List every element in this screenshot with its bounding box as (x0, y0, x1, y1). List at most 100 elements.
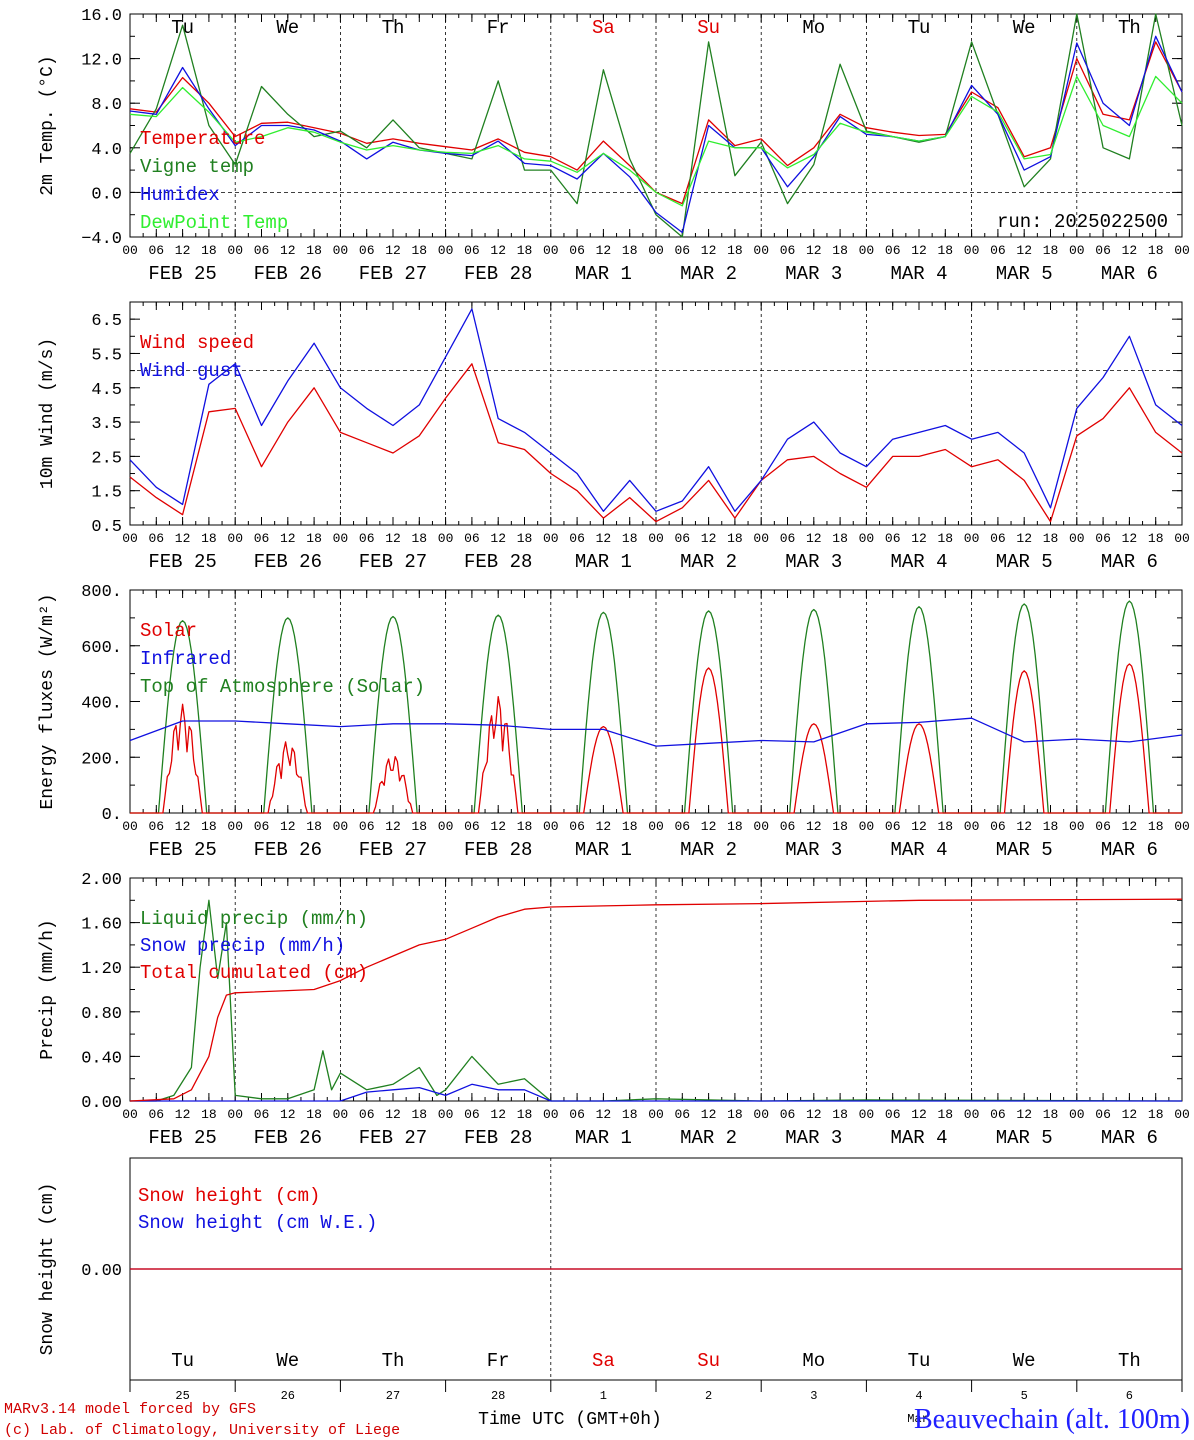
legend-entry: Solar (140, 620, 197, 642)
x-tick-label: 06 (464, 531, 480, 546)
x-tick-label: 18 (937, 1107, 953, 1122)
date-label: MAR 1 (575, 551, 632, 573)
weekday-label: Th (382, 1350, 405, 1372)
x-tick-label: 06 (148, 819, 164, 834)
x-tick-label: 12 (490, 819, 506, 834)
date-label: MAR 6 (1101, 551, 1158, 573)
x-tick-label: 00 (438, 531, 454, 546)
x-tick-label: 00 (859, 531, 875, 546)
x-tick-label: 06 (359, 531, 375, 546)
legend-entry: Wind gust (140, 360, 243, 382)
x-tick-label: 12 (701, 531, 717, 546)
panel-4: 00 06 12 18 00 06 12 18 00 06 12 18 00 06 12 18 00 06 12 18… (38, 871, 1190, 1149)
date-label: MAR 2 (680, 839, 737, 861)
legend-entry: Snow precip (mm/h) (140, 935, 345, 957)
legend-entry: Snow height (cm) (138, 1185, 320, 1207)
weekday-label: Fr (487, 17, 510, 39)
x-tick-label: 18 (201, 531, 217, 546)
date-label: FEB 25 (148, 551, 216, 573)
x-tick-label: 12 (175, 819, 191, 834)
weekday-label: Fr (487, 1350, 510, 1372)
x-tick-label: 12 (1016, 1107, 1032, 1122)
date-label: MAR 5 (996, 1127, 1053, 1149)
x-tick-label: 06 (885, 243, 901, 258)
y-tick-label: 800. (81, 583, 122, 602)
x-tick-label: 12 (490, 1107, 506, 1122)
weekday-label: Sa (592, 1350, 615, 1372)
legend-entry: DewPoint Temp (140, 212, 288, 234)
y-tick-label: 600. (81, 639, 122, 658)
x-tick-label: 00 (859, 819, 875, 834)
x-tick-label: 06 (569, 243, 585, 258)
x-tick-label: 06 (569, 531, 585, 546)
x-tick-label: 00 (1174, 1107, 1190, 1122)
weekday-label: We (1013, 17, 1036, 39)
x-tick-label: 00 (859, 243, 875, 258)
y-tick-label: 2.00 (81, 871, 122, 890)
x-tick-label: 18 (727, 531, 743, 546)
x-tick-label: 00 (333, 1107, 349, 1122)
x-tick-label: 06 (885, 1107, 901, 1122)
x-tick-label: 18 (1148, 819, 1164, 834)
x-tick-label: 00 (227, 243, 243, 258)
x-tick-label: 18 (727, 819, 743, 834)
x-tick-label: 12 (1016, 531, 1032, 546)
date-label: MAR 2 (680, 1127, 737, 1149)
x-tick-label: 18 (201, 1107, 217, 1122)
x-tick-label: 12 (175, 1107, 191, 1122)
y-axis-label: Precip (mm/h) (38, 919, 58, 1059)
x-tick-label: 00 (122, 243, 138, 258)
y-tick-label: 4.0 (91, 141, 122, 160)
weekday-label: Su (697, 17, 720, 39)
x-tick-label: 12 (596, 819, 612, 834)
day-number: 27 (386, 1389, 400, 1403)
y-tick-label: 0.40 (81, 1049, 122, 1068)
date-label: MAR 2 (680, 263, 737, 285)
day-number: 5 (1021, 1389, 1028, 1403)
x-tick-label: 06 (780, 819, 796, 834)
x-axis-label: Time UTC (GMT+0h) (478, 1410, 662, 1430)
legend-entry: Top of Atmosphere (Solar) (140, 676, 425, 698)
y-tick-label: 1.20 (81, 960, 122, 979)
x-tick-label: 12 (806, 819, 822, 834)
x-tick-label: 18 (517, 1107, 533, 1122)
y-tick-label: 4.5 (91, 381, 122, 400)
x-tick-label: 18 (832, 531, 848, 546)
day-number: 2 (705, 1389, 712, 1403)
y-tick-label: 2.5 (91, 449, 122, 468)
x-tick-label: 06 (254, 531, 270, 546)
y-axis-label: 2m Temp. (°C) (38, 55, 58, 195)
date-label: MAR 3 (785, 263, 842, 285)
x-tick-label: 18 (1148, 1107, 1164, 1122)
y-tick-label: 6.5 (91, 312, 122, 331)
x-tick-label: 18 (517, 819, 533, 834)
date-label: FEB 25 (148, 839, 216, 861)
y-axis-label: Energy fluxes (W/m²) (38, 593, 58, 809)
x-tick-label: 00 (227, 531, 243, 546)
date-label: MAR 6 (1101, 839, 1158, 861)
weekday-label: We (1013, 1350, 1036, 1372)
x-tick-label: 00 (227, 819, 243, 834)
x-tick-label: 18 (517, 531, 533, 546)
x-tick-label: 12 (385, 1107, 401, 1122)
series-line-infrared (129, 717, 1183, 747)
x-tick-label: 06 (674, 531, 690, 546)
legend-entry: Snow height (cm W.E.) (138, 1212, 377, 1234)
y-tick-label: 8.0 (91, 96, 122, 115)
date-label: FEB 28 (464, 1127, 532, 1149)
y-tick-label: 5.5 (91, 346, 122, 365)
x-tick-label: 12 (175, 531, 191, 546)
x-tick-label: 00 (438, 243, 454, 258)
date-label: FEB 27 (359, 551, 427, 573)
x-tick-label: 12 (280, 1107, 296, 1122)
x-tick-label: 06 (674, 243, 690, 258)
legend-entry: Vigne temp (140, 156, 254, 178)
x-tick-label: 06 (674, 1107, 690, 1122)
x-tick-label: 18 (306, 1107, 322, 1122)
weekday-label: Tu (908, 1350, 931, 1372)
x-tick-label: 12 (701, 243, 717, 258)
x-tick-label: 18 (622, 243, 638, 258)
date-label: MAR 5 (996, 839, 1053, 861)
x-tick-label: 00 (964, 1107, 980, 1122)
y-tick-label: 200. (81, 750, 122, 769)
